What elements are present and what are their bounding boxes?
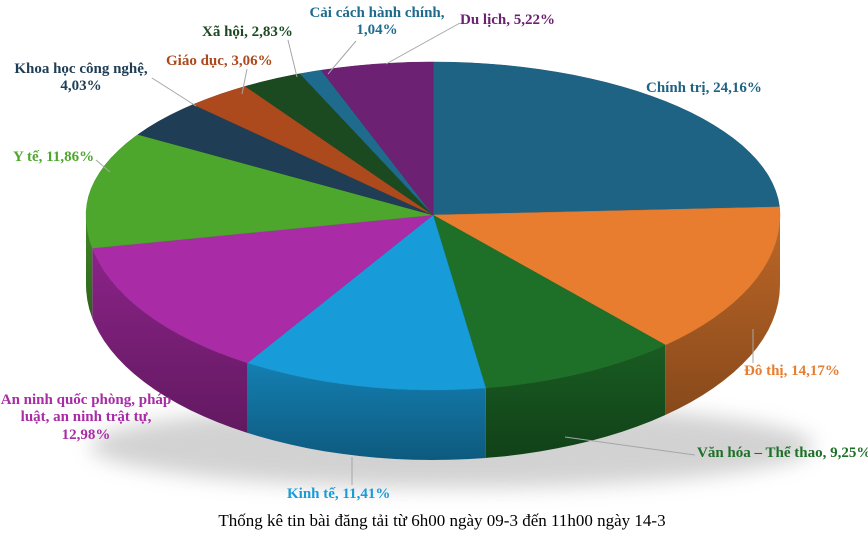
leader-line-xa-hoi xyxy=(287,39,298,78)
pie-slice-kinh-te[interactable] xyxy=(246,214,487,391)
chart-title: Thống kê tin bài đăng tải từ 6h00 ngày 0… xyxy=(218,511,666,530)
pie-slice-an-ninh[interactable] xyxy=(91,214,434,364)
slice-label-cai-cach: Cải cách hành chính, 1,04% xyxy=(309,5,445,39)
pie-slice-side-y-te xyxy=(86,215,93,319)
leader-line-y-te xyxy=(95,159,111,173)
pie-slice-do-thi[interactable] xyxy=(432,206,781,346)
leader-line-giao-duc xyxy=(241,68,248,95)
leader-line-khcn xyxy=(151,77,197,107)
slice-label-khcn: Khoa học công nghệ, 4,03% xyxy=(14,61,148,95)
pie-slice-du-lich[interactable] xyxy=(320,61,434,216)
slice-label-giao-duc: Giáo dục, 3,06% xyxy=(166,53,273,69)
slice-label-van-hoa: Văn hóa – Thể thao, 9,25% xyxy=(697,445,868,461)
slice-label-xa-hoi: Xã hội, 2,83% xyxy=(202,24,293,40)
pie-slice-side-do-thi xyxy=(665,215,780,415)
pie-slice-khcn[interactable] xyxy=(137,104,434,216)
slice-label-kinh-te: Kinh tế, 11,41% xyxy=(287,486,391,502)
slice-label-du-lich: Du lịch, 5,22% xyxy=(460,12,556,28)
pie-slice-side-kinh-te xyxy=(247,362,486,460)
pie-slice-side-van-hoa xyxy=(485,345,666,458)
pie-slice-chinh-tri[interactable] xyxy=(432,61,780,216)
pie-slice-y-te[interactable] xyxy=(85,134,434,249)
leader-line-van-hoa xyxy=(564,436,696,456)
slice-label-chinh-tri: Chính trị, 24,16% xyxy=(646,80,762,96)
leader-line-cai-cach xyxy=(327,40,357,75)
slice-label-y-te: Y tế, 11,86% xyxy=(13,149,95,165)
leader-line-du-lich xyxy=(385,22,461,65)
slice-label-do-thi: Đô thị, 14,17% xyxy=(744,363,840,379)
slice-label-an-ninh: An ninh quốc phòng, pháp luật, an ninh t… xyxy=(0,392,172,443)
pie-slice-side-an-ninh xyxy=(92,248,248,433)
pie-slice-van-hoa[interactable] xyxy=(432,214,666,389)
